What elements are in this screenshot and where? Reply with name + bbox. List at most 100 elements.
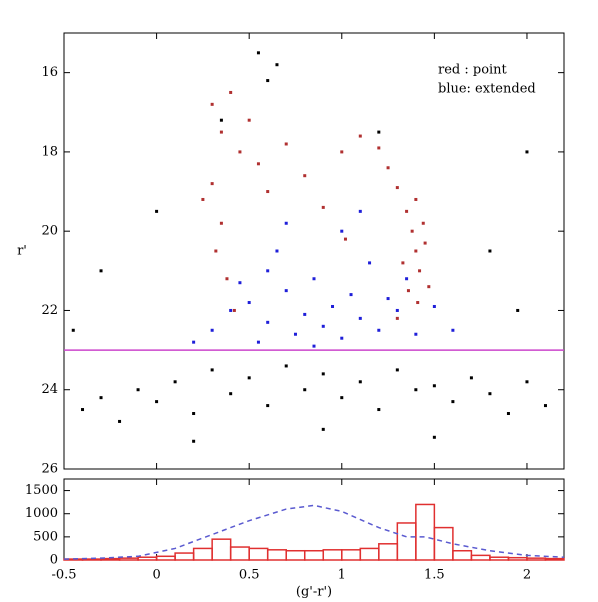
- histogram-bar: [544, 557, 565, 561]
- histogram-bar: [359, 547, 380, 561]
- point: [81, 408, 85, 412]
- point: [331, 304, 335, 308]
- histogram-bar: [378, 543, 399, 561]
- point: [377, 130, 381, 134]
- point: [284, 364, 288, 368]
- point: [266, 190, 270, 194]
- x-tick-label: 2: [523, 568, 531, 583]
- histogram-bar: [396, 522, 417, 561]
- point: [229, 308, 233, 312]
- y-tick-label: 1500: [25, 483, 58, 498]
- histogram-bar: [248, 547, 269, 561]
- point: [414, 197, 418, 201]
- point: [247, 376, 251, 380]
- point: [219, 130, 223, 134]
- histogram-bar: [285, 549, 306, 561]
- point: [451, 328, 455, 332]
- point: [395, 308, 399, 312]
- point: [266, 79, 270, 83]
- point: [506, 412, 510, 416]
- point: [155, 209, 159, 213]
- point: [232, 308, 236, 312]
- y-tick-label: 18: [41, 144, 58, 159]
- point: [525, 380, 529, 384]
- point: [71, 328, 75, 332]
- point: [210, 328, 214, 332]
- point: [210, 182, 214, 186]
- point: [401, 261, 405, 265]
- point: [136, 388, 140, 392]
- histogram-bar: [100, 557, 121, 561]
- point: [432, 304, 436, 308]
- point: [377, 328, 381, 332]
- point: [340, 336, 344, 340]
- y-tick-label: 24: [41, 382, 58, 397]
- x-tick-label: 1.5: [424, 568, 445, 583]
- y-tick-label: 500: [33, 529, 58, 544]
- point: [432, 384, 436, 388]
- point: [275, 249, 279, 253]
- point: [155, 400, 159, 404]
- point: [192, 439, 196, 443]
- point: [321, 427, 325, 431]
- point: [395, 186, 399, 190]
- point: [192, 340, 196, 344]
- point: [516, 308, 520, 312]
- point: [358, 134, 362, 138]
- point: [201, 197, 205, 201]
- point: [358, 316, 362, 320]
- point: [358, 209, 362, 213]
- point: [340, 150, 344, 154]
- point: [256, 340, 260, 344]
- point: [469, 376, 473, 380]
- point: [238, 150, 242, 154]
- point: [238, 281, 242, 285]
- point: [543, 404, 547, 408]
- point: [321, 324, 325, 328]
- point: [284, 221, 288, 225]
- histogram-bar: [415, 503, 436, 561]
- point: [395, 316, 399, 320]
- point: [247, 301, 251, 305]
- y-tick-label: 16: [41, 65, 58, 80]
- point: [275, 63, 279, 67]
- point: [405, 277, 409, 281]
- point: [451, 400, 455, 404]
- point: [410, 229, 414, 233]
- point: [386, 297, 390, 301]
- point: [368, 261, 372, 265]
- y-tick-label: 1000: [25, 506, 58, 521]
- point: [229, 392, 233, 396]
- point: [266, 404, 270, 408]
- point: [343, 237, 347, 241]
- point: [225, 277, 229, 281]
- point: [99, 269, 103, 273]
- x-tick-label: 0: [152, 568, 160, 583]
- point: [118, 419, 122, 423]
- plot-frame: [63, 32, 565, 470]
- histogram-bar: [341, 549, 362, 561]
- point: [312, 344, 316, 348]
- legend-entry: blue: extended: [438, 82, 536, 97]
- point: [303, 388, 307, 392]
- point: [192, 412, 196, 416]
- point: [303, 312, 307, 316]
- histogram-bar: [266, 549, 287, 561]
- point: [266, 269, 270, 273]
- histogram-bar: [137, 556, 158, 561]
- point: [406, 289, 410, 293]
- point: [405, 209, 409, 213]
- point: [312, 277, 316, 281]
- histogram-bar: [155, 555, 176, 561]
- x-tick-label: -0.5: [51, 568, 76, 583]
- x-axis-label: (g'-r'): [296, 585, 332, 599]
- histogram-bar: [303, 549, 325, 561]
- y-tick-label: 26: [41, 462, 58, 477]
- point: [427, 285, 431, 289]
- histogram-bar: [322, 549, 343, 561]
- x-tick-label: 0.5: [239, 568, 260, 583]
- point: [432, 435, 436, 439]
- point: [210, 102, 214, 106]
- point: [173, 380, 177, 384]
- histogram-bar: [489, 556, 510, 561]
